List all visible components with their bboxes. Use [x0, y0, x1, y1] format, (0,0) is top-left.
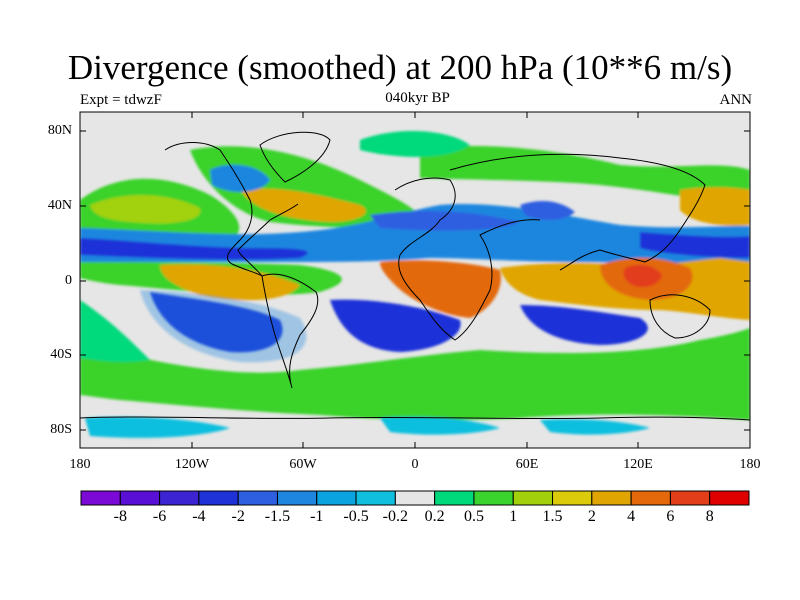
lon-label-180w: 180	[69, 457, 91, 472]
colorbar-level-label: -1	[310, 508, 324, 525]
map-title: Divergence (smoothed) at 200 hPa (10**6 …	[67, 48, 733, 87]
colorbar-level-label: -0.2	[382, 508, 408, 525]
colorbar-level-label: 6	[666, 508, 675, 525]
pos-arctic	[360, 130, 470, 157]
coastlines	[80, 131, 750, 421]
neg-antarctic-3	[540, 419, 650, 435]
lon-label-0: 0	[411, 457, 419, 472]
colorbar-swatch	[159, 490, 200, 506]
pos-band-atlantic-core	[240, 188, 366, 222]
coast-australia	[649, 294, 711, 339]
lat-tick-marks	[80, 130, 750, 431]
colorbar	[80, 490, 750, 506]
period-label: 040kyr BP	[385, 90, 450, 106]
map-field	[80, 112, 750, 448]
colorbar-swatch	[316, 490, 357, 506]
colorbar-level-label: -4	[192, 508, 206, 525]
neg-europe	[520, 200, 575, 220]
lon-label-120e: 120E	[623, 457, 653, 472]
coast-antarctica	[80, 416, 750, 421]
pos-south-america	[380, 260, 501, 318]
colorbar-swatch	[512, 490, 554, 506]
colorbar-level-label: 1	[509, 508, 518, 525]
pos-band-southern-ocean-edge	[80, 300, 150, 363]
neg-antarctic-1	[85, 416, 230, 438]
colorbar-swatch	[552, 490, 593, 506]
colorbar-swatch	[591, 490, 632, 506]
pos-band-north-pacific-inner	[90, 194, 201, 224]
colorbar-swatch	[276, 490, 318, 506]
colorbar-swatch	[80, 490, 121, 506]
neg-core-africa	[370, 210, 520, 231]
colorbar-level-label: 2	[587, 508, 596, 525]
colorbar-level-label: -1.5	[264, 508, 291, 525]
colorbar-swatch	[119, 490, 161, 506]
colorbar-level-label: -2	[231, 508, 245, 525]
lat-label-40n: 40N	[47, 198, 72, 213]
colorbar-level-label: 4	[627, 508, 636, 525]
pos-band-eurasia	[420, 145, 750, 205]
colorbar-swatch	[237, 490, 278, 506]
colorbar-swatch	[198, 490, 239, 506]
coast-north-america	[164, 142, 299, 277]
coast-greenland	[259, 131, 331, 183]
neg-core-asia	[640, 232, 750, 258]
season-label: ANN	[719, 92, 753, 108]
colorbar-level-label: -6	[152, 508, 167, 525]
lon-label-60w: 60W	[289, 457, 317, 472]
colorbar-swatch	[669, 490, 711, 506]
neg-antarctic-2	[380, 416, 500, 435]
lat-label-40s: 40S	[50, 347, 72, 362]
coast-europe-africa	[394, 177, 541, 341]
coast-south-america	[261, 273, 319, 389]
lon-tick-marks	[79, 112, 639, 448]
neg-core-pacific	[80, 238, 308, 260]
lon-label-120w: 120W	[174, 457, 210, 472]
neg-greenland	[210, 164, 270, 192]
lat-label-80n: 80N	[47, 123, 72, 138]
colorbar-swatch	[473, 490, 514, 506]
colorbar-level-label: -0.5	[343, 508, 369, 525]
colorbar-level-label: 8	[705, 508, 714, 525]
lon-label-180e: 180	[739, 457, 761, 472]
neg-band-south-atlantic	[330, 299, 461, 352]
pos-band-southern-ocean	[80, 328, 750, 421]
lon-label-60e: 60E	[515, 457, 539, 472]
colorbar-level-label: -8	[113, 508, 127, 525]
coast-asia	[449, 153, 706, 271]
lat-label-0: 0	[65, 273, 72, 288]
colorbar-swatch	[709, 490, 750, 506]
pos-maritime-core	[623, 264, 662, 287]
colorbar-swatch	[394, 490, 436, 506]
colorbar-level-label: 1.5	[542, 508, 563, 525]
experiment-label: Expt = tdwzF	[80, 92, 162, 108]
colorbar-swatch	[630, 490, 671, 506]
neg-band-south-outer	[140, 290, 307, 363]
colorbar-swatch	[355, 490, 396, 506]
pos-band-west-pacific	[680, 187, 750, 226]
lat-label-80s: 80S	[50, 422, 72, 437]
colorbar-level-label: 0.2	[424, 508, 445, 525]
colorbar-swatch	[434, 490, 475, 506]
colorbar-level-label: 0.5	[463, 508, 484, 525]
neg-band-south-indian	[520, 305, 648, 345]
